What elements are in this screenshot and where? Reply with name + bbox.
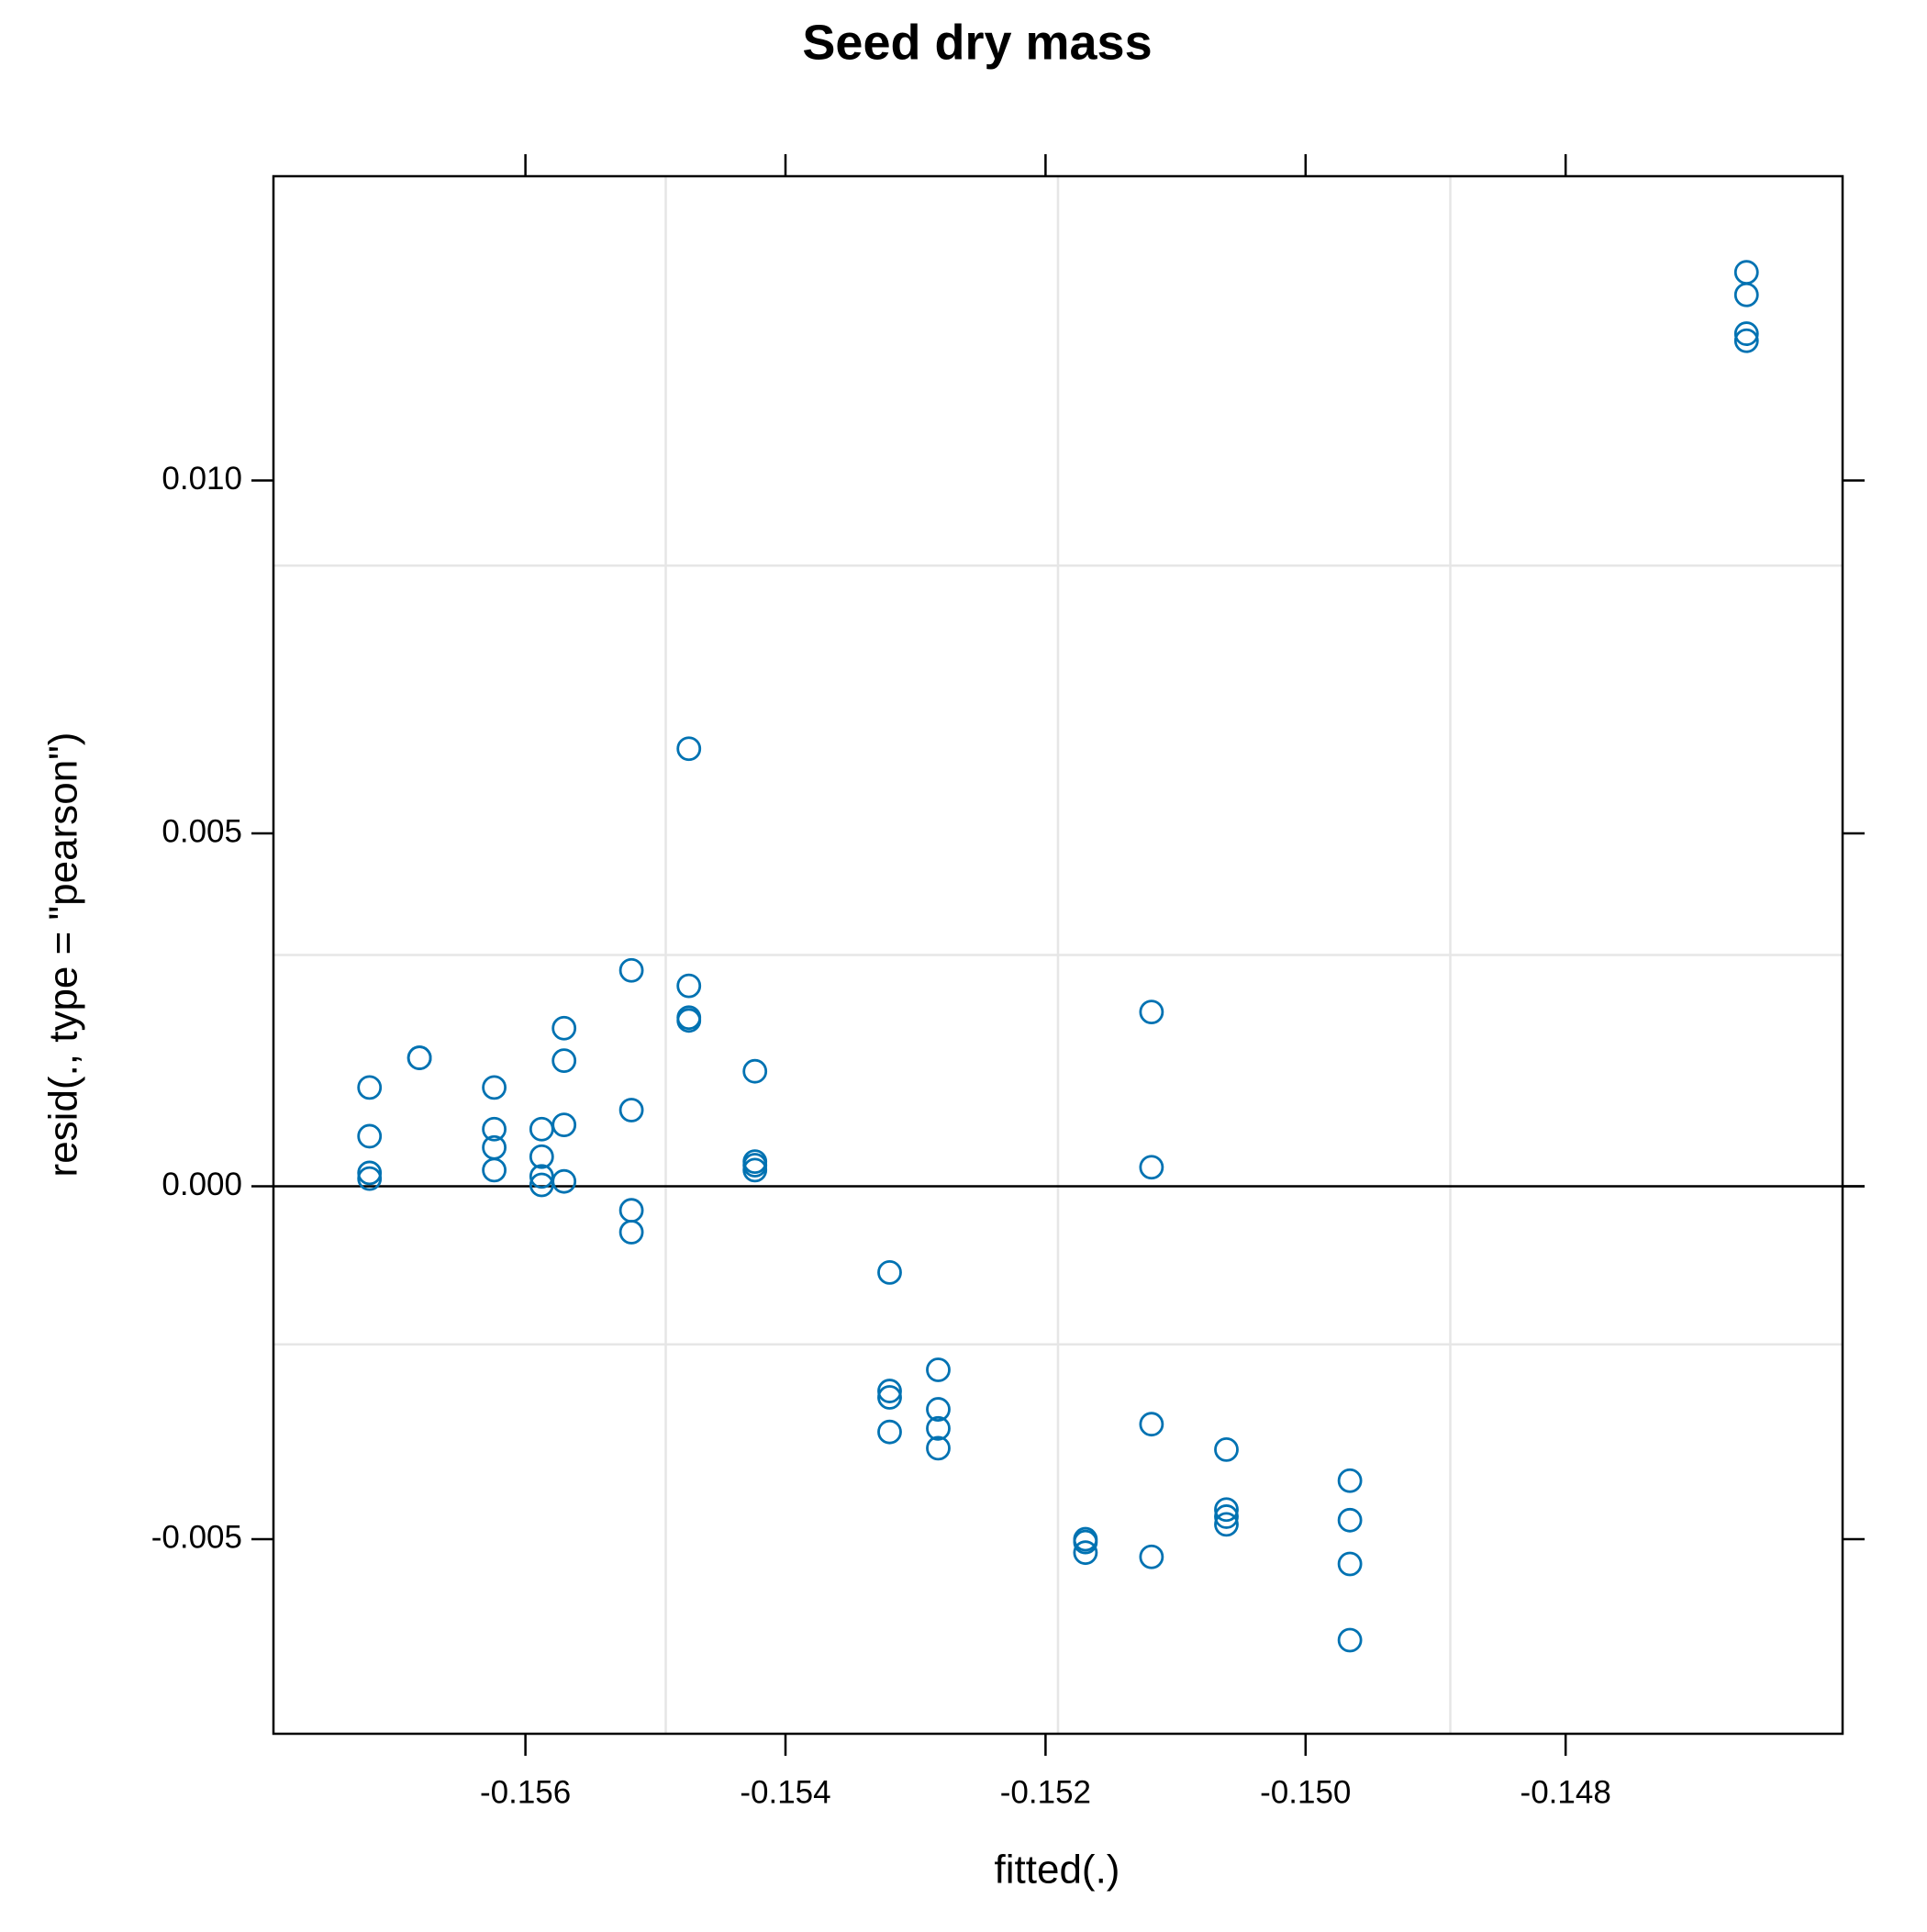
point: [1139, 1000, 1164, 1024]
y-tick-label: 0.005: [162, 813, 242, 849]
point: [357, 1123, 383, 1149]
y-tick-label: 0.000: [162, 1167, 242, 1202]
point: [1214, 1436, 1239, 1462]
point: [529, 1164, 554, 1189]
point: [551, 1112, 577, 1138]
x-tick-label: -0.148: [1520, 1774, 1611, 1810]
point: [1337, 1627, 1363, 1653]
x-tick-label: -0.156: [480, 1774, 571, 1810]
x-tick-label: -0.152: [1000, 1774, 1091, 1810]
point: [407, 1045, 432, 1070]
point: [926, 1397, 951, 1422]
point: [1733, 328, 1759, 353]
point: [618, 1220, 644, 1245]
point: [618, 957, 644, 983]
plot-frame: [272, 174, 1844, 1736]
point: [676, 973, 702, 999]
point: [357, 1160, 383, 1186]
point: [1073, 1529, 1098, 1555]
point: [1733, 260, 1759, 285]
x-axis-label: fitted(.): [995, 1848, 1120, 1893]
point: [551, 1015, 577, 1041]
point: [1214, 1512, 1239, 1537]
point: [1337, 1468, 1363, 1493]
point: [551, 1048, 577, 1074]
point: [877, 1419, 902, 1445]
point: [742, 1058, 768, 1084]
point: [1073, 1540, 1098, 1566]
point: [926, 1435, 951, 1461]
point: [482, 1116, 507, 1142]
x-tick-label: -0.154: [740, 1774, 830, 1810]
point: [357, 1166, 383, 1191]
point: [926, 1357, 951, 1382]
point: [551, 1168, 577, 1194]
point: [1733, 321, 1759, 346]
point: [1139, 1155, 1164, 1180]
point: [676, 736, 702, 762]
point: [1214, 1504, 1239, 1529]
y-tick-label: -0.005: [151, 1519, 242, 1555]
y-axis-label: resid(., type = "pearson"): [41, 732, 86, 1178]
x-tick-label: -0.150: [1260, 1774, 1351, 1810]
point: [1139, 1412, 1164, 1437]
point: [529, 1144, 554, 1169]
point: [1214, 1497, 1239, 1523]
point: [482, 1075, 507, 1100]
point: [877, 1379, 902, 1403]
point: [1733, 282, 1759, 307]
point: [482, 1157, 507, 1183]
point: [1337, 1507, 1363, 1533]
point: [1337, 1551, 1363, 1577]
point: [676, 1008, 702, 1033]
point: [742, 1157, 768, 1183]
point: [1139, 1544, 1164, 1569]
chart-title: Seed dry mass: [802, 15, 1152, 70]
point: [529, 1116, 554, 1142]
point: [618, 1098, 644, 1122]
point: [877, 1259, 902, 1285]
point: [877, 1385, 902, 1410]
point: [357, 1075, 383, 1100]
y-tick-label: 0.010: [162, 461, 242, 497]
point: [926, 1415, 951, 1441]
point: [618, 1198, 644, 1223]
